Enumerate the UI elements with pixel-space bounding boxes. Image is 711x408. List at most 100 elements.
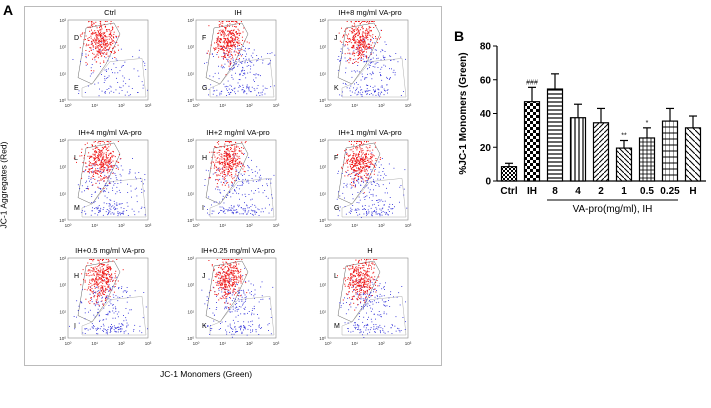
event-dot-blue <box>82 332 84 334</box>
event-dot-red <box>364 291 366 293</box>
event-dot-red <box>225 163 227 165</box>
event-dot-red <box>223 153 225 154</box>
event-dot-red <box>219 24 221 26</box>
y-tick-label: 10¹ <box>187 71 194 76</box>
event-dot-red <box>234 50 236 52</box>
event-dot-red <box>360 286 362 288</box>
event-dot-red <box>372 34 374 36</box>
event-dot-red <box>222 56 224 58</box>
event-dot-blue <box>81 185 83 187</box>
event-dot-blue <box>230 279 232 281</box>
event-dot-blue <box>269 62 271 64</box>
event-dot-red <box>109 276 111 277</box>
event-dot-blue <box>369 41 371 43</box>
event-dot-blue <box>211 328 213 330</box>
flow-panel: IH+2 mg/ml VA-pro 10⁰ 10⁰ 10¹ 10¹ 10² 10² 10³ 10… <box>178 128 298 246</box>
event-dot-blue <box>106 331 108 333</box>
event-dot-red <box>91 29 92 31</box>
event-dot-red <box>110 268 112 270</box>
event-dot-blue <box>228 69 230 71</box>
event-dot-red <box>98 51 100 53</box>
event-dot-blue <box>110 199 112 201</box>
event-dot-red <box>109 266 111 268</box>
event-dot-blue <box>260 92 262 94</box>
event-dot-red <box>95 278 97 280</box>
event-dot-blue <box>129 170 131 172</box>
event-dot-red <box>235 21 237 22</box>
event-dot-red <box>352 281 354 283</box>
event-dot-blue <box>125 308 127 309</box>
event-dot-red <box>221 154 223 156</box>
event-dot-blue <box>235 63 237 64</box>
event-dot-blue <box>89 172 90 174</box>
event-dot-red <box>107 168 109 170</box>
event-dot-red <box>107 261 109 263</box>
event-dot-red <box>345 41 347 43</box>
event-dot-red <box>341 166 343 168</box>
event-dot-blue <box>126 301 128 303</box>
event-dot-red <box>347 175 349 177</box>
event-dot-red <box>232 38 234 40</box>
event-dot-red <box>224 284 225 286</box>
event-dot-red <box>101 263 103 265</box>
event-dot-red <box>93 269 95 271</box>
event-dot-red <box>97 164 99 166</box>
event-dot-blue <box>242 66 243 68</box>
event-dot-red <box>221 285 223 286</box>
event-dot-red <box>231 271 232 273</box>
event-dot-blue <box>125 83 127 85</box>
event-dot-red <box>239 162 240 164</box>
event-dot-blue <box>227 61 229 63</box>
event-dot-red <box>344 30 346 32</box>
flow-panel: Ctrl 10⁰ 10⁰ 10¹ 10¹ 10² 10² 10³ 10³ D E <box>50 8 170 126</box>
event-dot-red <box>376 259 378 260</box>
event-dot-red <box>96 299 98 301</box>
event-dot-blue <box>354 83 355 85</box>
event-dot-red <box>245 282 247 284</box>
event-dot-red <box>107 166 109 168</box>
event-dot-red <box>91 22 93 24</box>
event-dot-blue <box>370 194 372 195</box>
event-dot-red <box>358 291 360 293</box>
event-dot-red <box>96 283 97 285</box>
event-dot-red <box>363 46 365 48</box>
event-dot-red <box>359 170 361 172</box>
event-dot-blue <box>92 171 94 173</box>
event-dot-red <box>94 271 96 273</box>
event-dot-red <box>107 41 108 43</box>
event-dot-red <box>363 291 365 293</box>
event-dot-blue <box>226 90 228 91</box>
event-dot-red <box>355 159 357 161</box>
event-dot-red <box>83 43 85 45</box>
event-dot-red <box>358 30 360 32</box>
event-dot-blue <box>109 211 111 213</box>
event-dot-blue <box>91 301 93 303</box>
event-dot-red <box>365 146 367 148</box>
event-dot-blue <box>243 291 245 293</box>
event-dot-red <box>221 298 223 300</box>
event-dot-blue <box>242 303 244 305</box>
event-dot-red <box>90 37 92 39</box>
event-dot-blue <box>104 79 106 81</box>
event-dot-red <box>99 263 101 265</box>
event-dot-red <box>223 35 225 37</box>
event-dot-red <box>238 49 240 51</box>
event-dot-red <box>223 291 225 293</box>
event-dot-blue <box>116 165 118 167</box>
event-dot-blue <box>110 90 112 92</box>
event-dot-red <box>234 150 236 152</box>
event-dot-red <box>218 32 220 34</box>
event-dot-red <box>354 165 356 167</box>
event-dot-red <box>222 30 224 32</box>
event-dot-blue <box>103 319 105 321</box>
event-dot-red <box>107 259 109 260</box>
event-dot-red <box>355 40 357 42</box>
event-dot-blue <box>87 85 89 87</box>
event-dot-red <box>100 173 102 174</box>
event-dot-blue <box>387 331 389 333</box>
event-dot-red <box>232 178 234 180</box>
event-dot-red <box>242 168 244 170</box>
event-dot-blue <box>92 72 94 74</box>
event-dot-red <box>362 263 364 265</box>
event-dot-blue <box>258 74 260 76</box>
